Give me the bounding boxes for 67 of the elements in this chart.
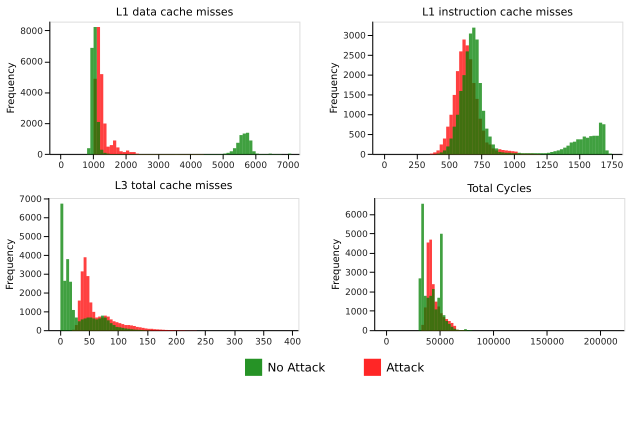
x-tick-label: 0 [382, 161, 388, 172]
y-tick-label: 4000 [19, 251, 42, 262]
chart-title: L1 instruction cache misses [422, 6, 574, 19]
x-tick-label: 200000 [584, 338, 618, 348]
y-tick-label: 0 [37, 150, 44, 160]
y-tick-label: 4000 [20, 88, 44, 99]
y-tick-label: 1000 [345, 307, 368, 318]
y-tick-label: 2500 [343, 51, 366, 62]
x-tick-label: 1500 [568, 161, 592, 172]
x-tick-label: 50 [84, 338, 96, 348]
x-tick-label: 100 [110, 338, 128, 348]
x-tick-label: 1250 [536, 161, 559, 172]
y-axis-title: Frequency [329, 62, 340, 114]
y-tick-label: 2000 [343, 71, 366, 82]
x-tick-label: 1000 [82, 161, 106, 172]
x-tick-label: 100000 [476, 338, 511, 348]
x-tick-label: 200 [168, 338, 186, 348]
y-tick-label: 0 [360, 150, 366, 160]
x-tick-label: 0 [58, 161, 64, 172]
x-tick-label: 150000 [530, 338, 564, 348]
y-tick-label: 5000 [19, 232, 42, 243]
x-tick-label: 250 [197, 338, 214, 348]
y-tick-label: 2000 [20, 119, 44, 130]
chart-title: Total Cycles [466, 182, 532, 196]
x-tick-label: 350 [255, 338, 272, 348]
y-tick-label: 1000 [19, 308, 42, 318]
y-tick-label: 2000 [19, 289, 42, 299]
y-tick-label: 6000 [20, 58, 44, 68]
y-tick-label: 7000 [19, 194, 42, 205]
x-tick-label: 2000 [114, 161, 138, 172]
y-tick-label: 6000 [345, 210, 368, 220]
y-tick-label: 2000 [345, 288, 368, 298]
legend-label: No Attack [267, 360, 326, 374]
y-tick-label: 3000 [345, 268, 368, 279]
y-axis-title: Frequency [5, 238, 16, 290]
y-tick-label: 5000 [345, 230, 368, 240]
y-tick-label: 3000 [343, 31, 366, 42]
y-tick-label: 1500 [343, 90, 366, 101]
y-tick-label: 3000 [19, 270, 42, 280]
x-tick-label: 0 [58, 338, 64, 348]
x-tick-label: 3000 [147, 161, 170, 172]
y-tick-label: 8000 [20, 26, 44, 37]
y-tick-label: 1000 [343, 110, 366, 121]
x-tick-label: 7000 [276, 161, 300, 172]
x-tick-label: 4000 [179, 161, 202, 172]
x-tick-label: 500 [440, 161, 458, 172]
y-tick-label: 500 [348, 130, 366, 141]
x-tick-label: 50000 [426, 338, 455, 348]
y-tick-label: 6000 [19, 214, 42, 224]
legend-label: Attack [386, 360, 424, 374]
y-tick-label: 4000 [345, 249, 368, 260]
x-tick-label: 150 [138, 338, 156, 348]
y-axis-title: Frequency [6, 62, 18, 114]
x-tick-label: 1000 [503, 161, 526, 172]
x-tick-label: 750 [473, 161, 491, 172]
chart-title: L3 total cache misses [114, 178, 233, 192]
y-tick-label: 0 [362, 326, 368, 337]
y-axis-title: Frequency [331, 238, 342, 290]
x-tick-label: 0 [384, 338, 390, 348]
x-tick-label: 1750 [600, 161, 624, 172]
x-tick-label: 400 [284, 338, 302, 348]
y-tick-label: 0 [36, 326, 42, 337]
chart-title: L1 data cache misses [116, 6, 234, 19]
x-tick-label: 250 [408, 161, 426, 172]
x-tick-label: 300 [226, 338, 244, 348]
x-tick-label: 6000 [244, 161, 268, 172]
x-tick-label: 5000 [212, 161, 235, 172]
